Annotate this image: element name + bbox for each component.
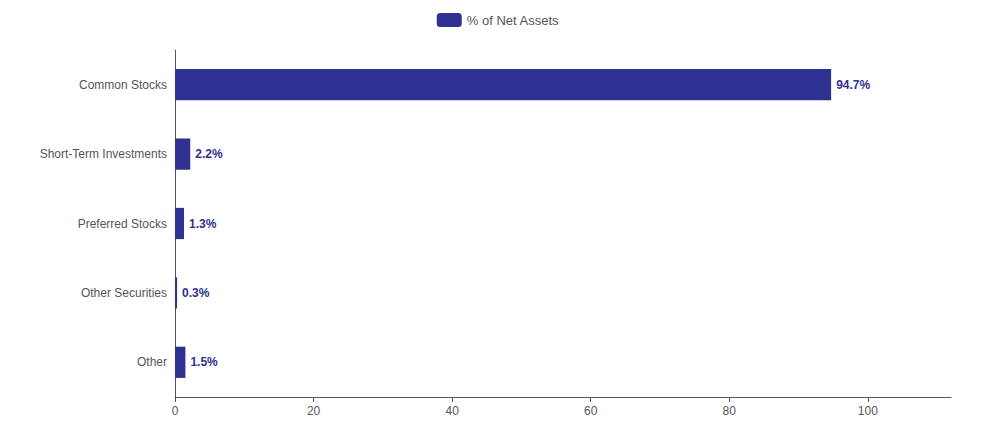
svg-text:0.3%: 0.3% bbox=[182, 286, 210, 300]
svg-text:Common Stocks: Common Stocks bbox=[79, 78, 167, 92]
svg-text:80: 80 bbox=[723, 404, 737, 418]
svg-text:1.3%: 1.3% bbox=[189, 217, 217, 231]
svg-text:Other: Other bbox=[137, 355, 167, 369]
svg-text:2.2%: 2.2% bbox=[195, 147, 223, 161]
svg-text:60: 60 bbox=[584, 404, 598, 418]
svg-text:20: 20 bbox=[307, 404, 321, 418]
svg-text:Short-Term Investments: Short-Term Investments bbox=[40, 147, 167, 161]
svg-text:1.5%: 1.5% bbox=[190, 355, 218, 369]
svg-text:94.7%: 94.7% bbox=[836, 78, 870, 92]
svg-text:% of Net Assets: % of Net Assets bbox=[467, 13, 559, 28]
svg-text:Other Securities: Other Securities bbox=[81, 286, 167, 300]
svg-text:100: 100 bbox=[858, 404, 878, 418]
svg-text:0: 0 bbox=[172, 404, 179, 418]
svg-text:40: 40 bbox=[445, 404, 459, 418]
svg-text:Preferred Stocks: Preferred Stocks bbox=[78, 217, 167, 231]
